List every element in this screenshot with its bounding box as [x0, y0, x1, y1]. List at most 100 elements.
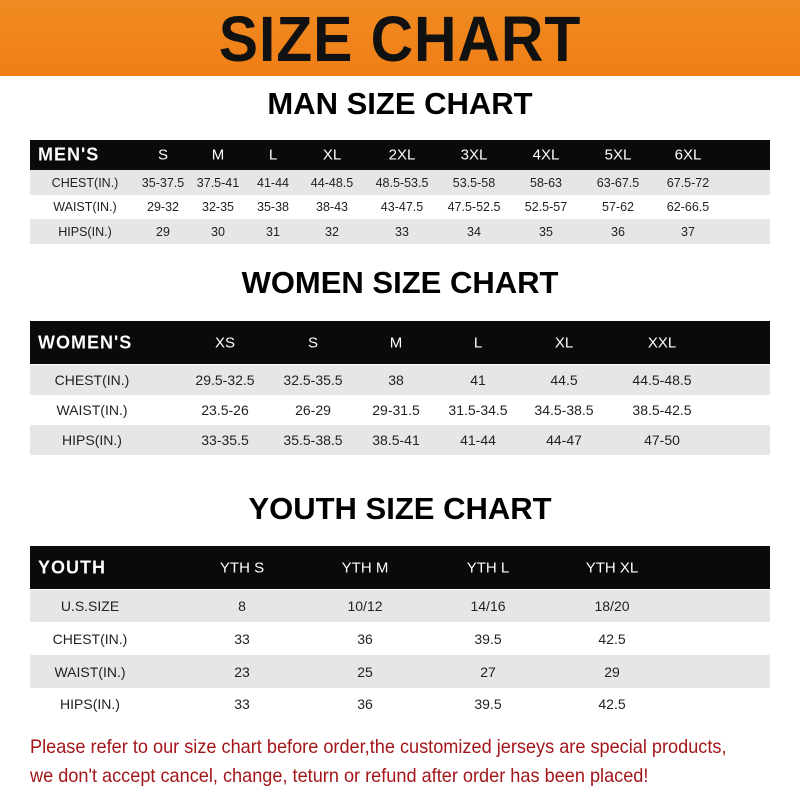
table-row: WAIST(IN.) 23.5-26 26-29 29-31.5 31.5-34.5 34… — [30, 395, 770, 425]
table-cell: 34 — [467, 224, 481, 239]
table-row: U.S.SIZE 8 10/12 14/16 18/20 — [30, 590, 770, 622]
table-row: HIPS(IN.) 29 30 31 32 33 34 35 36 37 — [30, 219, 770, 244]
table-cell: 41 — [470, 372, 486, 388]
table-cell: 44-48.5 — [310, 175, 354, 190]
order-notice-line-2: we don't accept cancel, change, teturn o… — [30, 765, 649, 787]
table-cell: 23.5-26 — [201, 402, 249, 418]
table-cell: 42.5 — [598, 630, 626, 647]
table-cell: 37.5-41 — [196, 175, 240, 190]
table-cell: 23 — [234, 663, 250, 680]
table-cell: 29-31.5 — [372, 402, 420, 418]
men-section-title: MAN SIZE CHART — [267, 86, 533, 121]
row-label: HIPS(IN.) — [58, 224, 112, 239]
size-header-cell: S — [157, 146, 169, 164]
size-header-cell: YTH L — [466, 559, 510, 576]
size-header-cell: 4XL — [532, 146, 560, 164]
table-cell: 58-63 — [530, 175, 562, 190]
banner: SIZE CHART — [0, 0, 800, 76]
row-label: CHEST(IN.) — [52, 630, 128, 647]
row-label: HIPS(IN.) — [60, 696, 120, 712]
banner-title: SIZE CHART — [218, 3, 582, 75]
table-cell: 57-62 — [602, 200, 634, 214]
table-row: CHEST(IN.) 33 36 39.5 42.5 — [30, 622, 770, 655]
table-cell: 26-29 — [295, 402, 331, 418]
size-header-cell: S — [307, 334, 319, 351]
table-cell: 29.5-32.5 — [195, 372, 255, 388]
row-label: WAIST(IN.) — [56, 402, 128, 418]
size-header-cell: YTH XL — [585, 559, 639, 576]
table-row: CHEST(IN.) 29.5-32.5 32.5-35.5 38 41 44.5 44.5… — [30, 365, 770, 395]
table-row: WAIST(IN.) 23 25 27 29 — [30, 655, 770, 688]
table-cell: 29 — [156, 224, 170, 239]
size-header-cell: 6XL — [674, 146, 702, 164]
table-cell: 67.5-72 — [666, 175, 710, 190]
table-cell: 44-47 — [546, 432, 582, 448]
size-header-cell: YTH S — [219, 559, 265, 576]
table-cell: 36 — [611, 224, 625, 239]
table-cell: 48.5-53.5 — [375, 175, 429, 190]
table-cell: 38-43 — [316, 200, 348, 214]
women-table-header: WOMEN'S XS S M L XL XXL — [30, 321, 770, 364]
row-label: U.S.SIZE — [60, 598, 120, 614]
size-header-cell: XS — [214, 334, 236, 351]
row-label: WAIST(IN.) — [53, 200, 117, 214]
table-title-cell: WOMEN'S — [38, 332, 133, 352]
table-cell: 35-38 — [257, 200, 289, 214]
table-cell: 14/16 — [470, 598, 506, 614]
order-notice: Please refer to our size chart before or… — [30, 733, 737, 791]
table-row: HIPS(IN.) 33 36 39.5 42.5 — [30, 688, 770, 720]
youth-section-title: YOUTH SIZE CHART — [248, 491, 552, 526]
table-cell: 47-50 — [644, 432, 680, 448]
table-row: HIPS(IN.) 33-35.5 35.5-38.5 38.5-41 41-44 44-… — [30, 425, 770, 455]
size-header-cell: YTH M — [341, 559, 389, 576]
table-cell: 33-35.5 — [201, 432, 249, 448]
size-header-cell: 5XL — [604, 146, 632, 164]
size-header-cell: XL — [554, 334, 574, 351]
table-cell: 36 — [357, 630, 373, 647]
table-cell: 44.5-48.5 — [632, 372, 692, 388]
size-header-cell: 3XL — [460, 146, 488, 164]
table-row: WAIST(IN.) 29-32 32-35 35-38 38-43 43-47.5 47.… — [30, 195, 770, 219]
table-cell: 39.5 — [474, 630, 502, 647]
table-cell: 32 — [325, 224, 339, 239]
table-cell: 33 — [234, 696, 250, 712]
table-cell: 35-37.5 — [141, 175, 185, 190]
women-section-title: WOMEN SIZE CHART — [241, 265, 559, 300]
table-cell: 33 — [234, 630, 250, 647]
size-header-cell: L — [268, 146, 278, 164]
table-cell: 35 — [539, 224, 553, 239]
row-label: WAIST(IN.) — [54, 663, 126, 680]
size-header-cell: 2XL — [388, 146, 416, 164]
table-title-cell: YOUTH — [38, 557, 106, 577]
table-cell: 38.5-42.5 — [632, 402, 692, 418]
table-cell: 38.5-41 — [372, 432, 420, 448]
table-cell: 52.5-57 — [524, 200, 568, 214]
table-cell: 32.5-35.5 — [283, 372, 343, 388]
table-title-cell: MEN'S — [38, 144, 100, 165]
table-cell: 32-35 — [202, 200, 234, 214]
table-cell: 62-66.5 — [666, 200, 710, 214]
table-cell: 29 — [604, 663, 620, 680]
men-table-header: MEN'S S M L XL 2XL 3XL 4XL 5XL 6XL — [30, 140, 770, 170]
table-cell: 41-44 — [460, 432, 496, 448]
table-cell: 33 — [395, 224, 409, 239]
table-cell: 53.5-58 — [452, 175, 496, 190]
table-cell: 47.5-52.5 — [447, 200, 501, 214]
order-notice-line-1: Please refer to our size chart before or… — [30, 736, 727, 758]
table-cell: 29-32 — [147, 200, 179, 214]
table-cell: 35.5-38.5 — [283, 432, 343, 448]
table-cell: 63-67.5 — [596, 175, 640, 190]
table-cell: 44.5 — [550, 372, 578, 388]
size-header-cell: M — [211, 146, 225, 164]
table-row: CHEST(IN.) 35-37.5 37.5-41 41-44 44-48.5 48.5… — [30, 170, 770, 195]
table-cell: 43-47.5 — [380, 200, 424, 214]
table-cell: 38 — [388, 372, 404, 388]
table-cell: 8 — [238, 598, 246, 614]
size-header-cell: XL — [322, 146, 342, 164]
table-cell: 42.5 — [598, 696, 626, 712]
table-cell: 34.5-38.5 — [534, 402, 594, 418]
table-cell: 41-44 — [257, 175, 289, 190]
size-header-cell: XXL — [647, 334, 677, 351]
table-cell: 30 — [211, 224, 225, 239]
